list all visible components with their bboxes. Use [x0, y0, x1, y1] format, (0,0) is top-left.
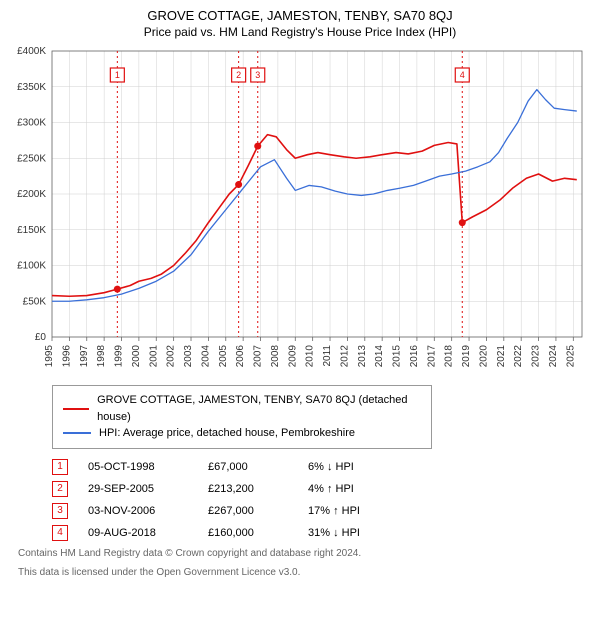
transaction-date: 29-SEP-2005 [88, 483, 188, 495]
svg-text:2002: 2002 [166, 345, 177, 368]
svg-text:2017: 2017 [426, 345, 437, 368]
svg-text:2025: 2025 [565, 345, 576, 368]
svg-text:£250K: £250K [17, 153, 46, 164]
chart-title: GROVE COTTAGE, JAMESTON, TENBY, SA70 8QJ [8, 8, 592, 23]
chart-container: £0 £50K £100K £150K £200K £250K £300K £350K £400… [8, 47, 592, 377]
transaction-marker: 1 [52, 459, 68, 475]
svg-text:2019: 2019 [461, 345, 472, 368]
transaction-marker: 2 [52, 481, 68, 497]
legend-item: HPI: Average price, detached house, Pemb… [63, 425, 421, 442]
transaction-delta: 4% ↑ HPI [308, 483, 398, 495]
svg-text:£150K: £150K [17, 225, 46, 236]
legend-swatch [63, 432, 91, 434]
footnote-line-2: This data is licensed under the Open Gov… [18, 566, 592, 580]
legend-item: GROVE COTTAGE, JAMESTON, TENBY, SA70 8QJ… [63, 392, 421, 425]
chart-subtitle: Price paid vs. HM Land Registry's House … [8, 25, 592, 39]
footnote-line-1: Contains HM Land Registry data © Crown c… [18, 547, 592, 561]
transaction-row: 4 09-AUG-2018 £160,000 31% ↓ HPI [52, 525, 592, 541]
svg-text:2005: 2005 [218, 345, 229, 368]
svg-text:£300K: £300K [17, 118, 46, 129]
transaction-marker: 3 [52, 503, 68, 519]
transaction-date: 05-OCT-1998 [88, 461, 188, 473]
svg-text:1996: 1996 [61, 345, 72, 368]
legend-label: GROVE COTTAGE, JAMESTON, TENBY, SA70 8QJ… [97, 392, 421, 425]
svg-text:2006: 2006 [235, 345, 246, 368]
svg-text:2014: 2014 [374, 345, 385, 368]
svg-text:3: 3 [255, 70, 260, 80]
transaction-delta: 31% ↓ HPI [308, 527, 398, 539]
svg-text:2018: 2018 [444, 345, 455, 368]
svg-text:2001: 2001 [148, 345, 159, 368]
svg-text:2000: 2000 [131, 345, 142, 368]
transaction-delta: 17% ↑ HPI [308, 505, 398, 517]
transaction-row: 3 03-NOV-2006 £267,000 17% ↑ HPI [52, 503, 592, 519]
transaction-row: 2 29-SEP-2005 £213,200 4% ↑ HPI [52, 481, 592, 497]
svg-text:2021: 2021 [496, 345, 507, 368]
legend-label: HPI: Average price, detached house, Pemb… [99, 425, 355, 442]
svg-text:£400K: £400K [17, 47, 46, 57]
transaction-price: £213,200 [208, 483, 288, 495]
transaction-date: 03-NOV-2006 [88, 505, 188, 517]
svg-text:2024: 2024 [548, 345, 559, 368]
svg-text:4: 4 [460, 70, 465, 80]
svg-text:1: 1 [115, 70, 120, 80]
svg-text:2012: 2012 [339, 345, 350, 368]
transaction-price: £160,000 [208, 527, 288, 539]
svg-text:2016: 2016 [409, 345, 420, 368]
svg-text:2007: 2007 [253, 345, 264, 368]
svg-text:£100K: £100K [17, 261, 46, 272]
svg-text:£200K: £200K [17, 189, 46, 200]
transaction-price: £67,000 [208, 461, 288, 473]
transaction-table: 1 05-OCT-1998 £67,000 6% ↓ HPI 2 29-SEP-2005 £… [52, 459, 592, 541]
svg-text:2008: 2008 [270, 345, 281, 368]
svg-text:1997: 1997 [79, 345, 90, 368]
svg-text:1998: 1998 [96, 345, 107, 368]
svg-text:2003: 2003 [183, 345, 194, 368]
transaction-row: 1 05-OCT-1998 £67,000 6% ↓ HPI [52, 459, 592, 475]
svg-text:2: 2 [236, 70, 241, 80]
svg-text:2010: 2010 [305, 345, 316, 368]
svg-text:1999: 1999 [114, 345, 125, 368]
svg-text:2011: 2011 [322, 345, 333, 367]
svg-text:£50K: £50K [23, 296, 47, 307]
transaction-date: 09-AUG-2018 [88, 527, 188, 539]
svg-text:2023: 2023 [531, 345, 542, 368]
svg-text:2013: 2013 [357, 345, 368, 368]
transaction-delta: 6% ↓ HPI [308, 461, 398, 473]
transaction-price: £267,000 [208, 505, 288, 517]
svg-text:2009: 2009 [287, 345, 298, 368]
svg-text:2020: 2020 [478, 345, 489, 368]
svg-text:£350K: £350K [17, 82, 46, 93]
legend: GROVE COTTAGE, JAMESTON, TENBY, SA70 8QJ… [52, 385, 432, 449]
svg-text:2022: 2022 [513, 345, 524, 368]
transaction-marker: 4 [52, 525, 68, 541]
svg-text:£0: £0 [35, 332, 47, 343]
svg-text:2004: 2004 [200, 345, 211, 368]
svg-text:2015: 2015 [392, 345, 403, 368]
legend-swatch [63, 408, 89, 410]
price-chart: £0 £50K £100K £150K £200K £250K £300K £350K £400… [8, 47, 592, 377]
svg-text:1995: 1995 [44, 345, 55, 368]
